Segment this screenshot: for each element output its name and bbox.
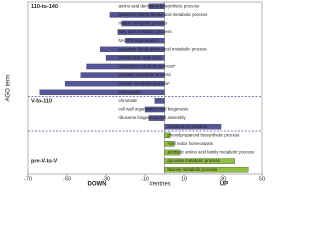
group-label: V-to-110 (31, 98, 52, 104)
category-label: chromatin (119, 98, 138, 103)
bar (164, 141, 175, 147)
x-tick-label: -10 (141, 176, 149, 182)
bar (164, 158, 235, 164)
category-label: aspartate family amino acid metabolic pr… (119, 46, 207, 51)
bar (109, 12, 165, 18)
x-tick-label: 30 (220, 176, 226, 182)
category-label: ribosome biogenesis and assembly (119, 115, 187, 120)
bar (121, 20, 165, 27)
bar (125, 37, 165, 44)
x-tick-label: -50 (63, 176, 71, 182)
category-label: malate metabolic process (119, 21, 168, 26)
category-label: hexose metabolic process (168, 167, 218, 172)
category-label: NADPH regeneration (119, 38, 160, 43)
bar (39, 89, 165, 96)
category-label: hexose metabolic process* (119, 81, 171, 86)
bar (164, 132, 171, 139)
x-axis-label: #entries (149, 182, 170, 188)
category-label: nucleotide metabolic process* (119, 64, 176, 69)
category-label: fatty acid metabolic process (119, 29, 172, 34)
bar (144, 106, 165, 113)
bar (164, 149, 181, 156)
category-label: amino acid derivative biosynthetic proce… (119, 3, 200, 8)
bar (164, 166, 249, 173)
bar (64, 80, 165, 87)
category-label: *cell redox homeostasis (168, 141, 213, 146)
x-tick-label: -30 (102, 176, 110, 182)
bar (105, 55, 165, 61)
category-label: pyruvate metabolic process (119, 72, 171, 77)
bar (154, 98, 165, 104)
x-tick-label: -70 (24, 176, 32, 182)
category-label: chloroplast* (119, 89, 142, 94)
category-label: tricarboxylic acid cycle (119, 55, 162, 60)
group-label: pre-V-to-V (31, 159, 58, 165)
bar (148, 3, 165, 10)
bar (164, 123, 222, 130)
bar (86, 63, 165, 70)
category-label: cell wall organization and biogenesis (119, 107, 189, 112)
y-axis-label: AGO term (6, 74, 12, 101)
bar (148, 115, 165, 121)
category-label: response to stimulus (168, 124, 207, 129)
chart: AGO term DOWN #entries UP -70 -50 -30 -10 10… (6, 1, 265, 188)
category-label: glutamine family amino acid metabolic pr… (119, 12, 208, 17)
category-label: aromatic amino acid family metabolic pro… (168, 150, 255, 155)
x-tick-label: 50 (259, 176, 265, 182)
category-label: pyruvate metabolic process (168, 158, 220, 163)
bar (117, 29, 165, 35)
bar (100, 46, 165, 53)
down-label: DOWN (88, 182, 107, 188)
x-tick-label: 10 (181, 176, 187, 182)
bar (80, 72, 165, 78)
category-label: phenylpropanoid biosynthetic process (168, 132, 240, 137)
up-label: UP (220, 182, 228, 188)
group-label: 110-to-140 (31, 4, 58, 10)
plot-frame (27, 1, 263, 175)
